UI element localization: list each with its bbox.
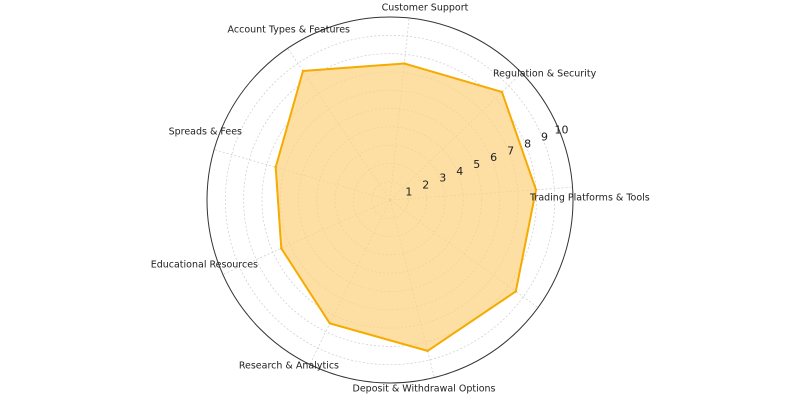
radial-tick-label-9: 9 (541, 131, 548, 144)
category-label-0: Trading Platforms & Tools (529, 193, 650, 204)
radial-tick-label-4: 4 (456, 165, 463, 178)
grid-spoke-4 (213, 149, 391, 201)
grid-spoke-6 (309, 199, 391, 365)
radial-tick-label-3: 3 (439, 172, 446, 185)
radial-tick-label-7: 7 (507, 144, 514, 157)
radial-tick-label-8: 8 (524, 137, 531, 150)
radial-tick-label-6: 6 (490, 151, 497, 164)
category-label-6: Research & Analytics (239, 361, 339, 372)
data-point-1 (500, 90, 504, 94)
outer-ring (206, 16, 574, 384)
category-label-2: Customer Support (382, 3, 469, 14)
grid-circle-9 (224, 34, 556, 366)
category-label-5: Educational Resources (151, 260, 258, 271)
data-point-3 (301, 69, 305, 73)
category-label-3: Account Types & Features (228, 25, 350, 36)
category-label-1: Regulation & Security (493, 69, 597, 80)
series-area (274, 62, 538, 352)
category-label-7: Deposit & Withdrawal Options (353, 384, 496, 395)
category-label-4: Spreads & Fees (169, 127, 242, 138)
data-point-7 (426, 349, 429, 353)
radial-tick-label-1: 1 (405, 185, 412, 198)
data-point-2 (403, 62, 406, 65)
data-point-0 (534, 188, 538, 191)
data-point-5 (280, 247, 283, 250)
data-point-8 (514, 290, 518, 293)
radial-tick-label-10: 10 (555, 124, 569, 137)
radial-tick-label-2: 2 (422, 179, 429, 192)
grid-circle-8 (243, 53, 537, 347)
data-point-6 (328, 322, 332, 325)
data-layer (274, 62, 538, 353)
radial-tick-label-5: 5 (473, 158, 480, 171)
data-point-4 (274, 166, 277, 169)
grid-spoke-5 (222, 199, 391, 275)
grid-spoke-2 (389, 17, 410, 201)
grid-spoke-0 (389, 186, 573, 201)
